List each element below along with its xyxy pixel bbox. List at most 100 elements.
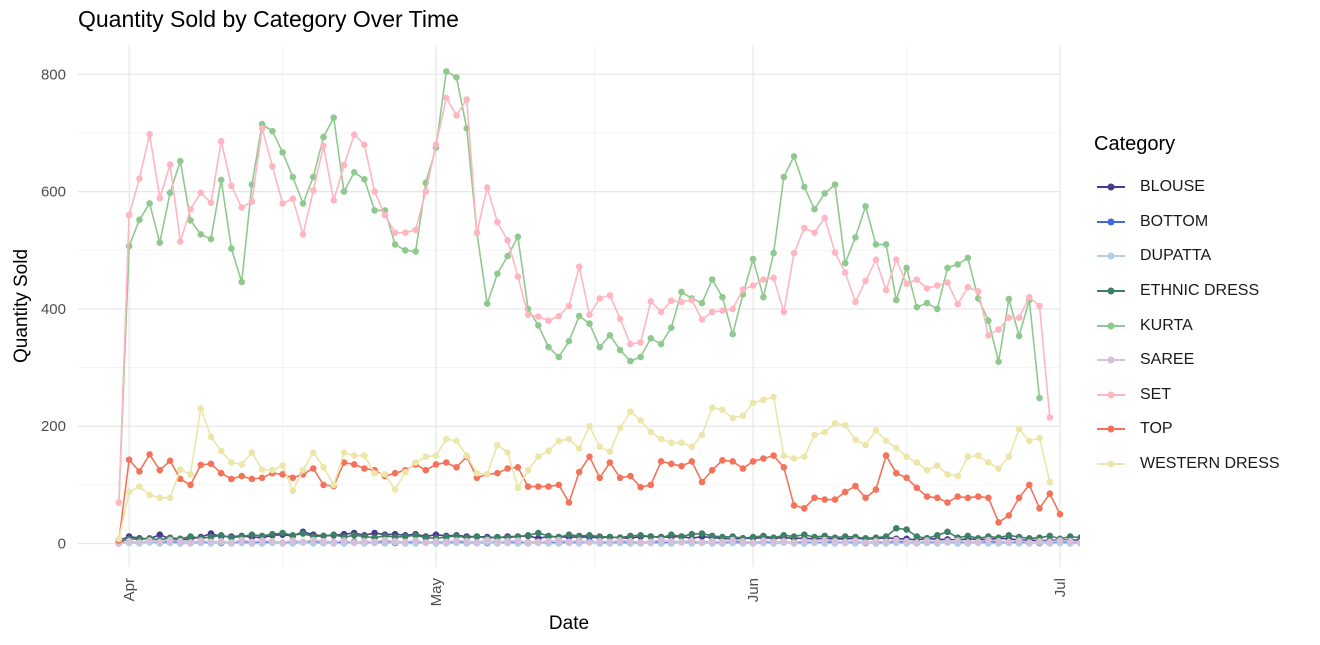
data-point <box>289 537 297 544</box>
data-point <box>790 502 798 509</box>
data-point <box>248 538 256 546</box>
data-point <box>197 231 205 238</box>
legend-key-point <box>1107 425 1115 433</box>
data-point <box>371 207 378 214</box>
data-point <box>197 461 205 469</box>
data-point <box>156 239 164 246</box>
data-point <box>821 536 828 544</box>
data-point <box>606 332 614 339</box>
data-point <box>749 282 757 289</box>
y-tick-label: 600 <box>41 184 66 201</box>
data-point <box>821 190 828 197</box>
data-point <box>1046 532 1054 540</box>
data-point <box>862 539 869 546</box>
data-point <box>882 241 890 248</box>
legend-key-point <box>1107 218 1115 226</box>
data-point <box>801 183 808 191</box>
data-point <box>801 505 808 512</box>
data-point <box>780 537 788 545</box>
data-point <box>391 486 399 493</box>
legend-key <box>1097 252 1125 260</box>
data-point <box>289 474 297 482</box>
data-point <box>862 277 869 285</box>
data-point <box>678 439 685 447</box>
data-point <box>575 468 583 476</box>
data-point <box>279 539 286 546</box>
series-western-dress <box>115 393 1054 543</box>
data-point <box>156 194 164 202</box>
data-point <box>995 358 1002 366</box>
legend-key <box>1097 356 1125 364</box>
data-point <box>524 311 532 319</box>
data-point <box>463 537 471 545</box>
data-point <box>821 428 828 436</box>
data-point <box>146 451 153 458</box>
data-point <box>453 437 460 445</box>
data-point <box>258 125 266 132</box>
data-point <box>739 465 747 472</box>
data-point <box>657 340 665 348</box>
data-point <box>627 472 634 480</box>
data-point <box>882 533 890 540</box>
data-point <box>688 443 696 451</box>
data-point <box>575 537 583 544</box>
legend-label: TOP <box>1140 420 1173 438</box>
data-point <box>289 487 297 495</box>
x-tick-label: May <box>428 578 445 607</box>
data-point <box>586 320 593 327</box>
data-point <box>790 533 798 540</box>
legend-items: BLOUSE BOTTOM DUPATTA ETHNIC DRESS KURTA SARE… <box>1094 170 1280 481</box>
data-point <box>995 326 1002 333</box>
data-point <box>545 447 552 455</box>
legend-item: KURTA <box>1094 308 1280 343</box>
data-point <box>320 481 327 489</box>
data-point <box>801 531 808 538</box>
data-point <box>320 537 327 545</box>
legend-key <box>1097 391 1125 399</box>
data-point <box>811 494 818 502</box>
data-point <box>913 303 921 311</box>
data-point <box>586 311 593 319</box>
data-point <box>995 519 1002 526</box>
data-point <box>688 458 696 465</box>
data-point <box>749 539 757 546</box>
data-point <box>657 308 665 316</box>
data-point <box>934 305 941 313</box>
data-point <box>381 536 389 544</box>
data-point <box>811 205 818 213</box>
data-point <box>177 466 184 473</box>
data-point <box>688 296 696 304</box>
data-point <box>125 456 133 464</box>
data-point <box>698 539 706 546</box>
data-point <box>719 406 726 414</box>
data-point <box>350 461 358 468</box>
data-point <box>893 256 900 264</box>
data-point <box>954 537 961 544</box>
data-point <box>678 533 685 540</box>
data-point <box>412 537 419 544</box>
data-point <box>555 353 563 361</box>
data-point <box>872 256 880 264</box>
data-point <box>207 235 215 243</box>
data-point <box>606 533 614 541</box>
data-point <box>1026 481 1033 489</box>
data-point <box>166 189 174 197</box>
data-point <box>504 465 511 472</box>
data-point <box>1005 532 1013 539</box>
data-point <box>708 276 716 283</box>
data-point <box>903 453 910 461</box>
data-point <box>739 537 747 545</box>
data-point <box>893 444 900 452</box>
data-point <box>228 475 235 483</box>
data-point <box>749 533 757 541</box>
data-point <box>606 538 614 546</box>
data-point <box>422 466 430 474</box>
data-point <box>729 414 736 422</box>
legend-title: Category <box>1094 133 1176 155</box>
data-point <box>248 531 256 538</box>
data-point <box>494 441 501 449</box>
data-point <box>156 466 164 474</box>
data-point <box>780 452 788 459</box>
data-point <box>545 483 552 490</box>
data-point <box>903 474 910 482</box>
